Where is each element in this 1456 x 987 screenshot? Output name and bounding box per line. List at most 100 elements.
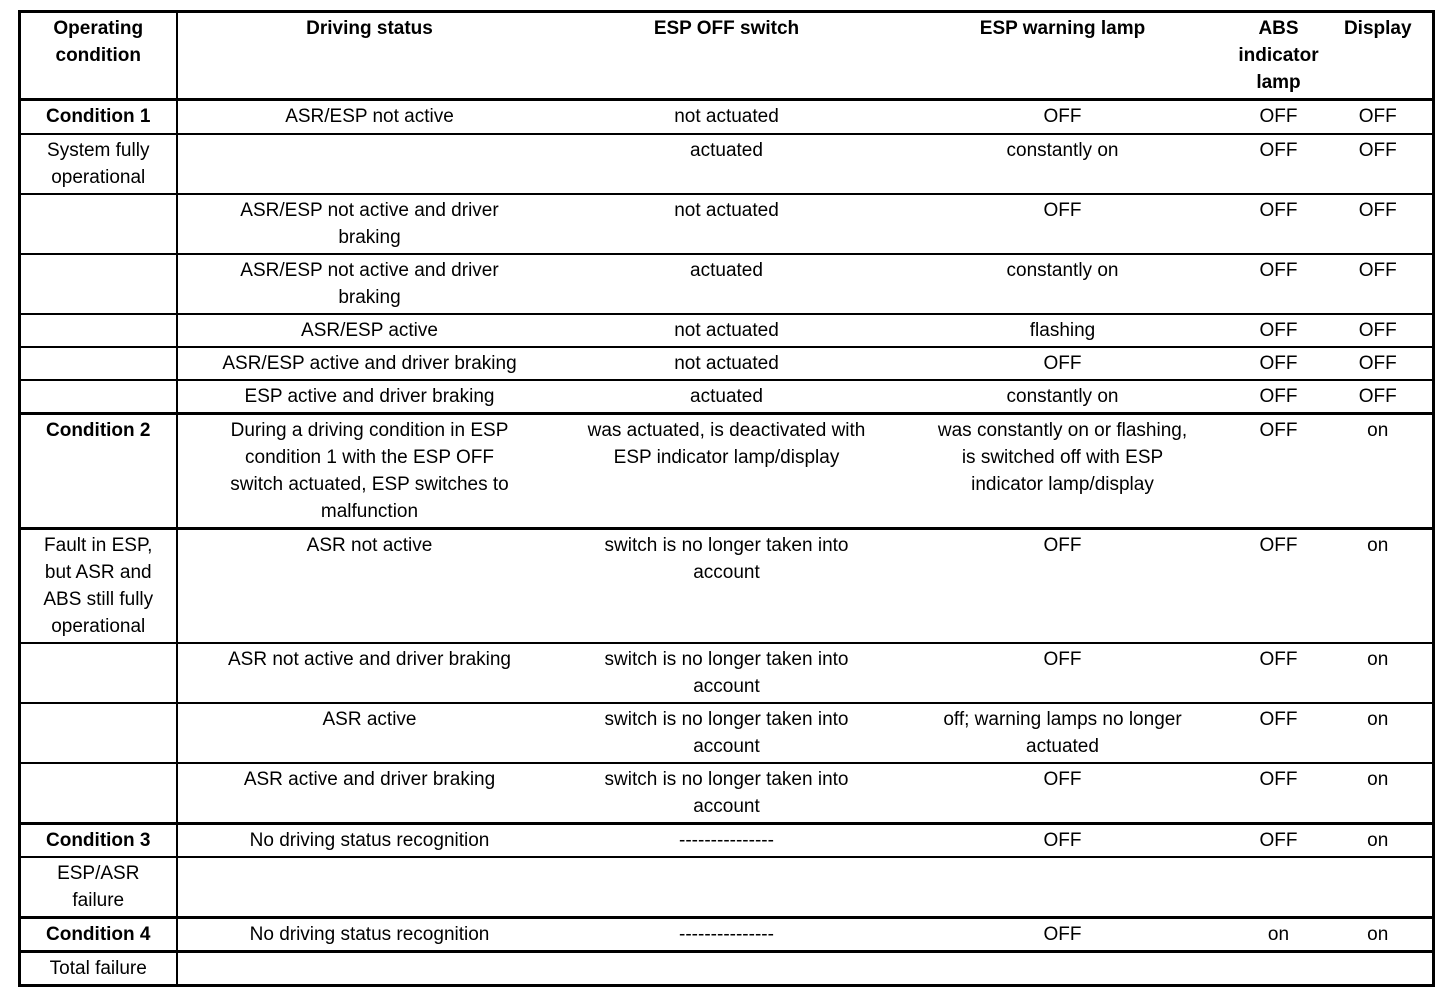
cell-9-driving-status: ASR not active [176,528,562,644]
cell-13-display: on [1323,823,1434,858]
cell-2-esp-off-switch: actuated [561,133,892,195]
cell-16-operating-condition: Total failure [19,951,178,986]
cell-13-esp-off-switch: --------------- [561,823,892,858]
column-header-esp-off-switch: ESP OFF switch [561,11,892,101]
cell-13-abs-indicator-lamp: OFF [1233,823,1324,858]
cell-11-esp-warning-lamp: off; warning lamps no longer actuated [891,702,1234,764]
table-row: ASR/ESP active and driver braking not act… [19,346,1434,381]
cell-15-driving-status: No driving status recognition [176,917,562,953]
cell-3-driving-status: ASR/ESP not active and driver braking [176,193,562,255]
cell-5-abs-indicator-lamp: OFF [1233,313,1324,348]
cell-13-driving-status: No driving status recognition [176,823,562,858]
cell-9-display: on [1323,528,1434,644]
column-header-esp-warning-lamp: ESP warning lamp [891,11,1234,101]
cell-15-display: on [1323,917,1434,953]
header-row: Operating condition Driving status ESP OFF… [19,11,1434,101]
table-row: Fault in ESP, but ASR and ABS still full… [19,528,1434,644]
cell-14-esp-warning-lamp [891,856,1234,919]
cell-8-esp-off-switch: was actuated, is deactivated with ESP in… [561,413,892,530]
cell-1-driving-status: ASR/ESP not active [176,99,562,135]
cell-10-esp-warning-lamp: OFF [891,642,1234,704]
cell-9-operating-condition: Fault in ESP, but ASR and ABS still full… [19,528,178,644]
cell-2-display: OFF [1323,133,1434,195]
cell-4-esp-warning-lamp: constantly on [891,253,1234,315]
cell-1-operating-condition: Condition 1 [19,99,178,135]
column-header-display: Display [1323,11,1434,101]
cell-6-operating-condition [19,346,178,381]
table-row: ASR/ESP not active and driver braking not… [19,193,1434,255]
cell-9-esp-off-switch: switch is no longer taken into account [561,528,892,644]
table-row: Condition 3 No driving status recognition… [19,823,1434,858]
cell-12-display: on [1323,762,1434,825]
esp-operating-conditions-table-container: Operating condition Driving status ESP OFF… [18,10,1435,987]
esp-operating-conditions-table: Operating condition Driving status ESP OFF… [18,10,1435,987]
table-row: System fully operational actuated constant… [19,133,1434,195]
cell-12-esp-warning-lamp: OFF [891,762,1234,825]
cell-6-abs-indicator-lamp: OFF [1233,346,1324,381]
cell-7-driving-status: ESP active and driver braking [176,379,562,415]
cell-16-display [1323,951,1434,986]
cell-16-driving-status [176,951,562,986]
cell-11-abs-indicator-lamp: OFF [1233,702,1324,764]
cell-10-abs-indicator-lamp: OFF [1233,642,1324,704]
cell-1-abs-indicator-lamp: OFF [1233,99,1324,135]
cell-9-abs-indicator-lamp: OFF [1233,528,1324,644]
cell-5-operating-condition [19,313,178,348]
cell-4-abs-indicator-lamp: OFF [1233,253,1324,315]
cell-10-esp-off-switch: switch is no longer taken into account [561,642,892,704]
table-row: Condition 4 No driving status recognition… [19,917,1434,953]
cell-2-esp-warning-lamp: constantly on [891,133,1234,195]
cell-3-operating-condition [19,193,178,255]
cell-12-esp-off-switch: switch is no longer taken into account [561,762,892,825]
cell-14-abs-indicator-lamp [1233,856,1324,919]
cell-15-esp-warning-lamp: OFF [891,917,1234,953]
cell-14-driving-status [176,856,562,919]
cell-7-operating-condition [19,379,178,415]
cell-16-esp-warning-lamp [891,951,1234,986]
cell-10-display: on [1323,642,1434,704]
cell-4-operating-condition [19,253,178,315]
cell-4-esp-off-switch: actuated [561,253,892,315]
cell-4-driving-status: ASR/ESP not active and driver braking [176,253,562,315]
cell-12-driving-status: ASR active and driver braking [176,762,562,825]
cell-8-esp-warning-lamp: was constantly on or flashing, is switch… [891,413,1234,530]
cell-2-abs-indicator-lamp: OFF [1233,133,1324,195]
cell-7-display: OFF [1323,379,1434,415]
table-row: ESP/ASR failure [19,856,1434,919]
table-row: ASR/ESP active not actuated flashing OFF OFF [19,313,1434,348]
cell-12-abs-indicator-lamp: OFF [1233,762,1324,825]
cell-16-abs-indicator-lamp [1233,951,1324,986]
cell-7-esp-warning-lamp: constantly on [891,379,1234,415]
cell-7-esp-off-switch: actuated [561,379,892,415]
cell-6-display: OFF [1323,346,1434,381]
cell-8-driving-status: During a driving condition in ESP condit… [176,413,562,530]
table-row: Condition 1 ASR/ESP not active not actuate… [19,99,1434,135]
table-row: ASR active and driver braking switch is n… [19,762,1434,825]
cell-16-esp-off-switch [561,951,892,986]
cell-3-display: OFF [1323,193,1434,255]
cell-8-operating-condition: Condition 2 [19,413,178,530]
cell-13-esp-warning-lamp: OFF [891,823,1234,858]
table-row: ASR active switch is no longer taken into… [19,702,1434,764]
cell-8-display: on [1323,413,1434,530]
cell-15-operating-condition: Condition 4 [19,917,178,953]
cell-4-display: OFF [1323,253,1434,315]
cell-9-esp-warning-lamp: OFF [891,528,1234,644]
cell-13-operating-condition: Condition 3 [19,823,178,858]
cell-1-esp-off-switch: not actuated [561,99,892,135]
table-row: Condition 2 During a driving condition in… [19,413,1434,530]
cell-3-esp-warning-lamp: OFF [891,193,1234,255]
cell-12-operating-condition [19,762,178,825]
cell-1-esp-warning-lamp: OFF [891,99,1234,135]
table-row: Total failure [19,951,1434,986]
table-row: ASR/ESP not active and driver braking act… [19,253,1434,315]
table-row: ESP active and driver braking actuated con… [19,379,1434,415]
column-header-operating-condition: Operating condition [19,11,178,101]
cell-6-driving-status: ASR/ESP active and driver braking [176,346,562,381]
cell-6-esp-warning-lamp: OFF [891,346,1234,381]
cell-14-esp-off-switch [561,856,892,919]
cell-14-operating-condition: ESP/ASR failure [19,856,178,919]
cell-5-esp-warning-lamp: flashing [891,313,1234,348]
cell-3-abs-indicator-lamp: OFF [1233,193,1324,255]
cell-2-driving-status [176,133,562,195]
